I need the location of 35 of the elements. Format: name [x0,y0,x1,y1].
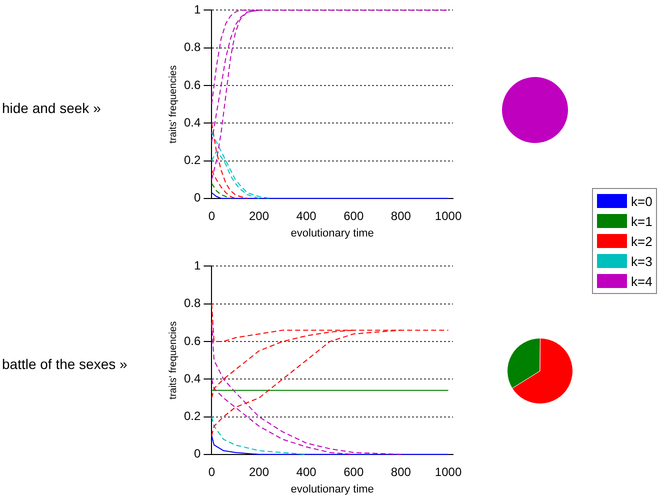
y-tick-label: 0 [194,446,201,461]
x-tick-label: 600 [344,208,364,223]
x-tick-label: 200 [248,208,270,223]
x-tick-label: 400 [296,208,317,223]
text: battle of the sexes » [2,356,128,372]
y-tick-label: 0.6 [184,334,201,348]
legend-label: k=3 [631,254,652,268]
x-tick-label: 200 [248,464,270,479]
text: hide and seek » [2,100,101,116]
x-tick-label: 0 [208,464,216,479]
x-tick-label: 0 [208,208,216,223]
y-tick-label: 0.2 [184,153,201,168]
y-tick-label: 0.4 [184,115,201,130]
x-axis-title: evolutionary time [290,227,374,240]
x-tick-label: 1000 [434,208,462,223]
x-tick-label: 800 [390,208,412,223]
x-axis-title: evolutionary time [290,483,374,496]
legend-label: k=4 [631,274,652,288]
x-tick-label: 400 [296,464,317,479]
y-tick-label: 0.8 [184,296,201,310]
x-tick-label: 600 [344,464,364,479]
x-tick-label: 800 [390,464,412,479]
legend-label: k=2 [631,234,652,248]
y-tick-label: 0.6 [184,78,201,92]
y-tick-label: 0.2 [184,409,201,424]
y-tick-label: 1 [194,2,201,17]
y-tick-label: 0 [194,190,201,205]
y-axis-title: traits' frequencies [168,65,179,144]
legend-label: k=1 [631,214,652,228]
y-tick-label: 1 [194,258,201,273]
y-tick-label: 0.8 [184,40,201,54]
y-tick-label: 0.4 [184,371,201,386]
legend-label: k=0 [631,194,652,208]
x-tick-label: 1000 [434,464,462,479]
y-axis-title: traits' frequencies [168,321,179,400]
